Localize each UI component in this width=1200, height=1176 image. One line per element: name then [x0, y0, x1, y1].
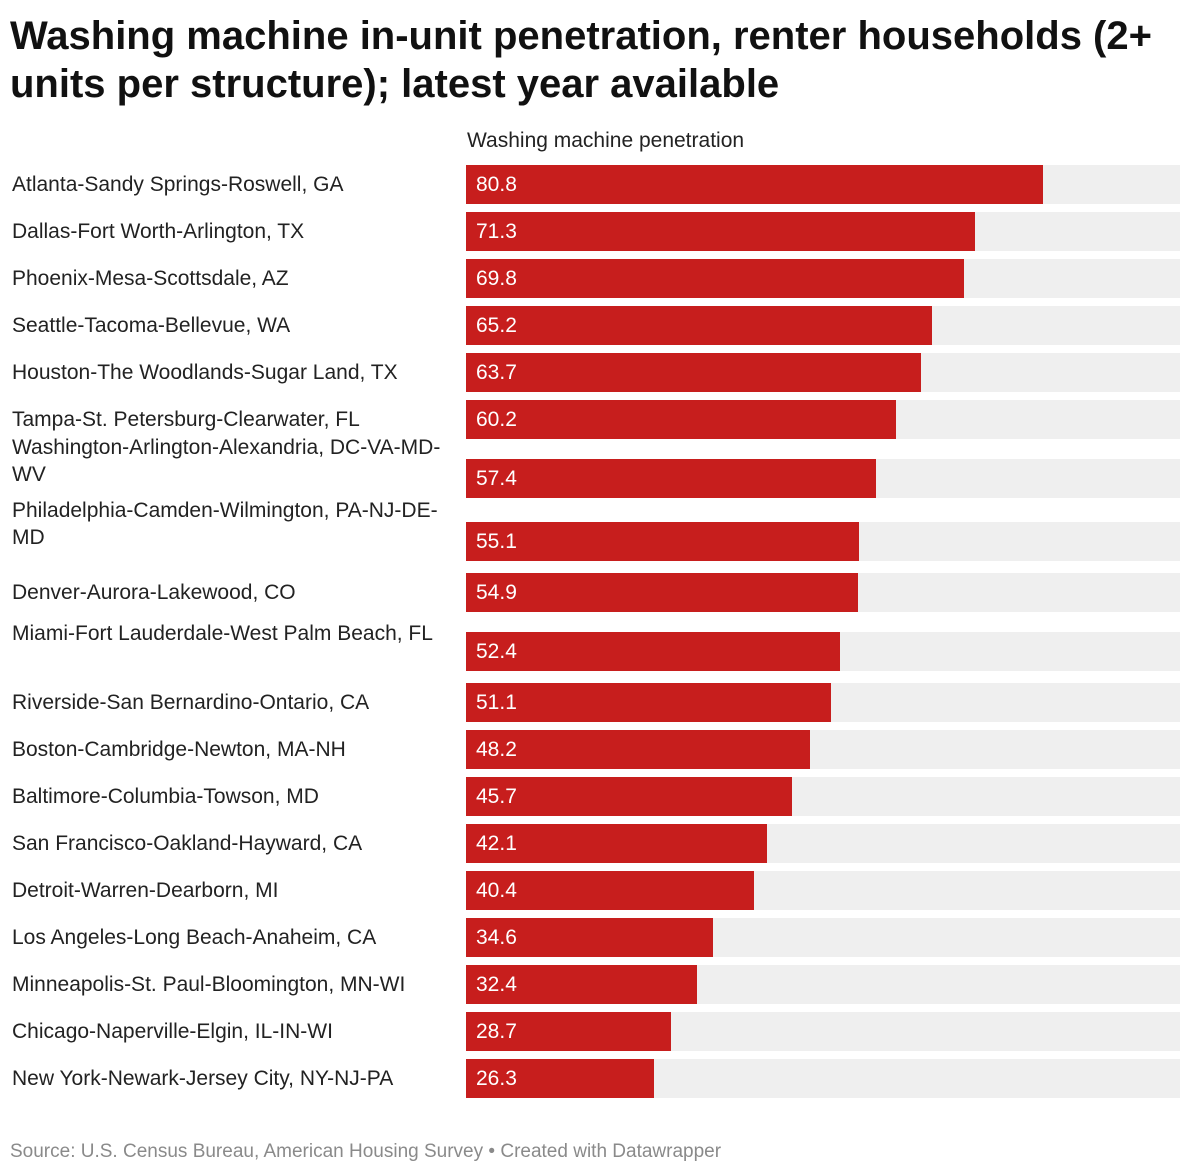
bar-value-label: 51.1 — [476, 691, 517, 714]
bar-track: 51.1 — [466, 683, 1180, 722]
bar — [466, 1059, 654, 1098]
category-label: Los Angeles-Long Beach-Anaheim, CA — [12, 926, 377, 949]
source-note: Source: U.S. Census Bureau, American Hou… — [10, 1141, 484, 1162]
column-header: Washing machine penetration — [467, 129, 745, 152]
bar-track: 52.4 — [466, 632, 1180, 671]
bar-track: 28.7 — [466, 1012, 1180, 1051]
category-label: New York-Newark-Jersey City, NY-NJ-PA — [12, 1067, 394, 1090]
bar — [466, 1012, 671, 1051]
bar-track: 42.1 — [466, 824, 1180, 863]
bar-track: 54.9 — [466, 573, 1180, 612]
bar — [466, 353, 921, 392]
category-label: Tampa-St. Petersburg-Clearwater, FL — [12, 408, 360, 431]
bar-value-label: 54.9 — [476, 581, 517, 604]
bar-value-label: 57.4 — [476, 467, 517, 490]
category-label: Riverside-San Bernardino-Ontario, CA — [12, 691, 370, 714]
bar-track: 65.2 — [466, 306, 1180, 345]
bar-chart: Atlanta-Sandy Springs-Roswell, GA 80.8 Dal… — [12, 165, 1180, 1098]
category-label: Houston-The Woodlands-Sugar Land, TX — [12, 361, 398, 384]
bar — [466, 573, 858, 612]
bar — [466, 824, 767, 863]
bar-track: 40.4 — [466, 871, 1180, 910]
bar-value-label: 69.8 — [476, 267, 517, 290]
category-label: Philadelphia-Camden-Wilmington, PA-NJ-DE… — [12, 498, 438, 549]
category-label: Miami-Fort Lauderdale-West Palm Beach, F… — [12, 622, 433, 645]
bar-value-label: 32.4 — [476, 973, 517, 996]
bar-value-label: 48.2 — [476, 738, 517, 761]
bar-track: 55.1 — [466, 522, 1180, 561]
chart-title: Washing machine in-unit penetration, ren… — [10, 14, 1152, 106]
bar — [466, 632, 841, 671]
bar-track: 71.3 — [466, 212, 1180, 251]
category-label: Washington-Arlington-Alexandria, DC-VA-M… — [12, 435, 441, 486]
category-label: Minneapolis-St. Paul-Bloomington, MN-WI — [12, 973, 406, 996]
bar-track: 63.7 — [466, 353, 1180, 392]
footer-separator: • — [488, 1141, 496, 1162]
bar — [466, 259, 965, 298]
bar — [466, 683, 831, 722]
bar — [466, 730, 811, 769]
bar-value-label: 28.7 — [476, 1020, 517, 1043]
bar-track: 48.2 — [466, 730, 1180, 769]
bar — [466, 459, 876, 498]
category-label: Boston-Cambridge-Newton, MA-NH — [12, 738, 346, 761]
bar-track: 32.4 — [466, 965, 1180, 1004]
bar — [466, 306, 932, 345]
category-label: San Francisco-Oakland-Hayward, CA — [12, 832, 363, 855]
bar — [466, 400, 896, 439]
category-label: Phoenix-Mesa-Scottsdale, AZ — [12, 267, 289, 290]
bar-value-label: 45.7 — [476, 785, 517, 808]
bar-track: 80.8 — [466, 165, 1180, 204]
bar-track: 45.7 — [466, 777, 1180, 816]
bar-track: 57.4 — [466, 459, 1180, 498]
bar-value-label: 71.3 — [476, 220, 517, 243]
category-label: Chicago-Naperville-Elgin, IL-IN-WI — [12, 1020, 333, 1043]
category-label: Detroit-Warren-Dearborn, MI — [12, 879, 279, 902]
footer: Source: U.S. Census Bureau, American Hou… — [10, 1140, 721, 1164]
category-label: Denver-Aurora-Lakewood, CO — [12, 581, 296, 604]
bar-value-label: 65.2 — [476, 314, 517, 337]
bar — [466, 522, 860, 561]
category-label: Seattle-Tacoma-Bellevue, WA — [12, 314, 291, 337]
bar-value-label: 34.6 — [476, 926, 517, 949]
bar — [466, 777, 793, 816]
bar-value-label: 42.1 — [476, 832, 517, 855]
bar — [466, 918, 714, 957]
bar-value-label: 55.1 — [476, 530, 517, 553]
bar-track: 69.8 — [466, 259, 1180, 298]
bar-value-label: 52.4 — [476, 640, 517, 663]
bar-track: 60.2 — [466, 400, 1180, 439]
category-label: Dallas-Fort Worth-Arlington, TX — [12, 220, 305, 243]
bar — [466, 212, 976, 251]
bar-value-label: 60.2 — [476, 408, 517, 431]
bar-value-label: 26.3 — [476, 1067, 517, 1090]
category-label: Atlanta-Sandy Springs-Roswell, GA — [12, 173, 344, 196]
category-label: Baltimore-Columbia-Towson, MD — [12, 785, 319, 808]
bar — [466, 965, 698, 1004]
bar-track: 26.3 — [466, 1059, 1180, 1098]
bar-value-label: 40.4 — [476, 879, 517, 902]
bar-value-label: 80.8 — [476, 173, 517, 196]
bar-track: 34.6 — [466, 918, 1180, 957]
bar-value-label: 63.7 — [476, 361, 517, 384]
bar — [466, 165, 1043, 204]
bar — [466, 871, 755, 910]
datawrapper-credit-link[interactable]: Created with Datawrapper — [500, 1141, 722, 1162]
